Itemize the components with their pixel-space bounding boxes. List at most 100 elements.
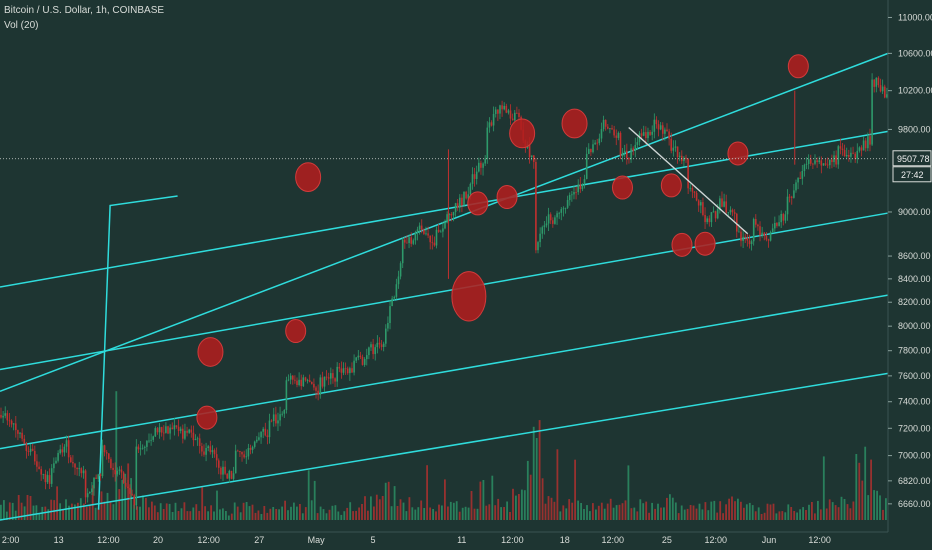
volume-bar xyxy=(399,499,402,520)
candle-body xyxy=(50,468,53,484)
countdown-tag xyxy=(892,166,932,183)
candle-body xyxy=(228,470,231,479)
candle-body xyxy=(374,347,376,355)
volume-bar xyxy=(384,482,387,520)
candle-body xyxy=(746,237,749,241)
candle-body xyxy=(752,219,755,242)
x-tick-label: 12:00 xyxy=(601,535,624,545)
candle-body xyxy=(486,127,489,159)
volume-bar xyxy=(831,502,834,520)
time-axis[interactable]: 2:00 13 12:00 20 12:00 27 May 5 11 12:00 18 12:00 25… xyxy=(0,531,932,550)
candle-body xyxy=(812,163,814,165)
candle-body xyxy=(537,242,539,251)
candle-body xyxy=(697,200,700,206)
volume-bar xyxy=(745,504,748,520)
volume-bar xyxy=(828,499,831,520)
candle-body xyxy=(480,162,482,168)
candle-body xyxy=(139,448,142,450)
x-tick-label: 2:00 xyxy=(2,535,20,545)
candle-body xyxy=(704,215,706,223)
candle-body xyxy=(818,160,820,162)
volume-bar xyxy=(245,502,248,520)
candle-body xyxy=(755,219,757,225)
candle-body xyxy=(803,164,806,171)
candle-body xyxy=(674,146,677,148)
volume-bar xyxy=(227,515,230,520)
candle-body xyxy=(382,343,385,347)
y-tick-label: 9800.00 xyxy=(898,124,931,134)
price-axis[interactable]: 11000.00 10600.00 10200.00 9800.00 9000.00 86… xyxy=(887,0,932,550)
volume-bar xyxy=(91,485,94,520)
candle-body xyxy=(602,119,605,130)
volume-bar xyxy=(743,507,745,520)
volume-bar xyxy=(254,512,257,520)
candle-body xyxy=(361,357,364,365)
candle-body xyxy=(163,432,165,434)
volume-indicator-label[interactable]: Vol (20) xyxy=(4,20,39,31)
volume-bar xyxy=(529,474,532,520)
candle-body xyxy=(306,380,309,381)
volume-bar xyxy=(885,498,887,520)
volume-bar xyxy=(56,486,58,520)
candle-body xyxy=(224,466,226,474)
candle-body xyxy=(621,152,624,157)
volume-bar xyxy=(710,501,713,520)
candle-body xyxy=(124,483,127,487)
candle-body xyxy=(875,77,878,87)
symbol-title[interactable]: Bitcoin / U.S. Dollar, 1h, COINBASE xyxy=(4,5,165,16)
volume-bar xyxy=(14,510,17,520)
volume-bar xyxy=(669,494,671,520)
candle-body xyxy=(869,136,871,145)
volume-bar xyxy=(491,475,494,520)
volume-bar xyxy=(213,511,215,520)
volume-bar xyxy=(630,508,633,520)
candle-body xyxy=(731,209,734,213)
candle-body xyxy=(17,430,19,434)
volume-bar xyxy=(790,507,793,520)
candle-body xyxy=(23,438,26,444)
volume-bar xyxy=(550,497,553,520)
volume-bar xyxy=(683,509,686,520)
volume-bar xyxy=(592,503,594,520)
candle-body xyxy=(351,368,353,373)
volume-bar xyxy=(589,511,591,520)
candle-body xyxy=(177,426,180,431)
y-tick-label: 10200.00 xyxy=(898,86,932,96)
volume-bar xyxy=(449,501,452,520)
volume-bar xyxy=(713,500,716,520)
volume-bar xyxy=(737,498,739,520)
candle-body xyxy=(729,209,732,213)
candle-body xyxy=(442,228,444,232)
candle-body xyxy=(797,177,799,183)
candle-body xyxy=(456,203,459,208)
candle-body xyxy=(222,466,224,475)
volume-bar xyxy=(648,512,650,520)
candle-body xyxy=(232,473,235,479)
candle-body xyxy=(194,439,197,441)
volume-bar xyxy=(867,495,870,520)
volume-bar xyxy=(603,508,606,520)
candle-body xyxy=(793,190,795,198)
volume-bar xyxy=(793,511,796,520)
trendline-segment xyxy=(628,126,749,235)
candle-body xyxy=(179,428,182,431)
volume-bar xyxy=(429,507,431,520)
volume-bar xyxy=(819,509,822,520)
volume-bar xyxy=(802,507,804,520)
volume-bar xyxy=(500,507,502,520)
candle-body xyxy=(325,376,328,378)
volume-bar xyxy=(159,503,162,520)
volume-bar xyxy=(799,509,801,520)
volume-bar xyxy=(168,503,171,520)
volume-bar xyxy=(272,507,275,520)
volume-bar xyxy=(263,506,266,520)
candle-body xyxy=(886,94,888,98)
candle-body xyxy=(742,236,744,241)
volume-bar xyxy=(331,505,334,520)
volume-bar xyxy=(698,503,701,520)
candle-body xyxy=(296,380,298,385)
candle-body xyxy=(634,144,637,151)
candle-body xyxy=(816,160,818,162)
candle-body xyxy=(260,431,262,438)
